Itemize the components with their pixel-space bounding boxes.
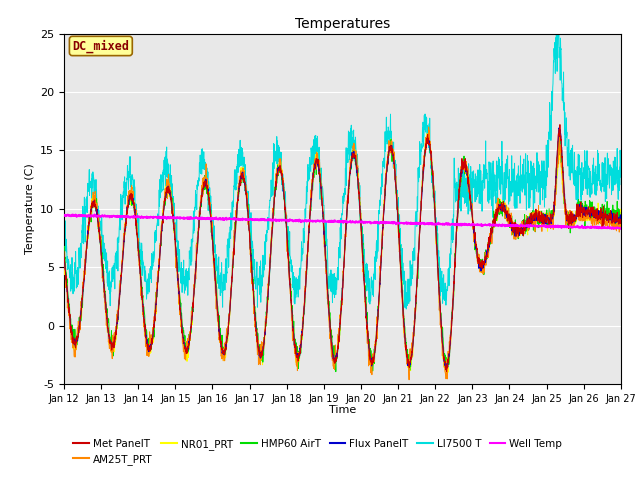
Text: DC_mixed: DC_mixed [72, 39, 129, 53]
Y-axis label: Temperature (C): Temperature (C) [24, 163, 35, 254]
X-axis label: Time: Time [329, 405, 356, 415]
Legend: Met PanelT, AM25T_PRT, NR01_PRT, HMP60 AirT, Flux PanelT, LI7500 T, Well Temp: Met PanelT, AM25T_PRT, NR01_PRT, HMP60 A… [69, 435, 566, 469]
Title: Temperatures: Temperatures [295, 17, 390, 31]
